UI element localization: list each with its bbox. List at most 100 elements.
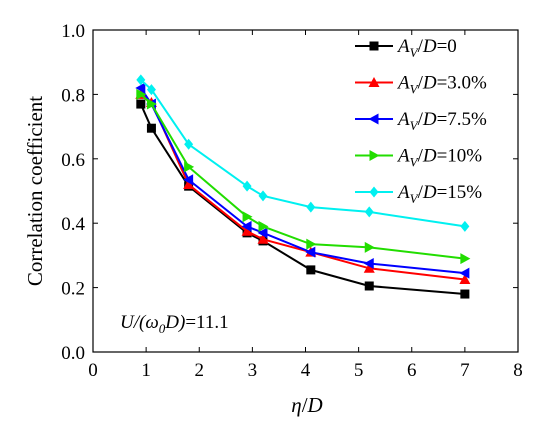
legend-label-slash: / (418, 36, 424, 57)
x-axis-label-eta: η (291, 393, 301, 417)
legend-label-d: D (422, 73, 437, 94)
legend-label-value: =7.5% (437, 109, 487, 130)
data-point (459, 274, 471, 285)
x-tick-label: 3 (248, 360, 258, 381)
legend-label-value: =15% (437, 182, 483, 203)
legend-marker (369, 186, 379, 198)
legend-label-value: =0 (437, 36, 457, 57)
y-tick-label: 0.0 (61, 343, 85, 364)
annotation-part: ω (145, 312, 158, 333)
data-point (136, 74, 146, 86)
data-point (460, 289, 470, 299)
series-3 (136, 88, 471, 265)
data-point (306, 238, 317, 250)
legend-label-d: D (422, 146, 437, 167)
data-point (146, 98, 157, 110)
annotation-subscript: 0 (159, 321, 166, 336)
data-point (257, 227, 268, 239)
legend-label-d: D (422, 109, 437, 130)
legend-label-a: A (396, 73, 410, 94)
legend-label-sub: V (410, 118, 420, 133)
y-axis-label: Correlation coefficient (23, 96, 47, 286)
x-tick-label: 8 (513, 360, 523, 381)
x-tick-label: 2 (195, 360, 205, 381)
data-point (146, 84, 156, 96)
legend-label-sub: V (410, 155, 420, 170)
data-point (306, 265, 316, 275)
x-tick-label: 7 (460, 360, 470, 381)
legend-label-slash: / (418, 146, 424, 167)
data-point (364, 206, 374, 218)
series-line (139, 103, 465, 296)
data-point (460, 220, 470, 232)
legend: AV/D=0AV/D=3.0%AV/D=7.5%AV/D=10%AV/D=15% (355, 36, 487, 206)
legend-entry: AV/D=15% (355, 182, 482, 206)
data-point (241, 225, 253, 236)
data-point (242, 211, 253, 223)
legend-label-slash: / (418, 73, 424, 94)
legend-entry: AV/D=3.0% (355, 73, 487, 97)
legend-label-a: A (396, 36, 410, 57)
x-tick-label: 6 (407, 360, 417, 381)
annotation-part: D) (164, 312, 185, 333)
legend-label: AV/D=15% (396, 182, 482, 206)
x-axis-label-rest: / (302, 393, 308, 417)
data-point (257, 233, 269, 244)
legend-entry: AV/D=10% (355, 146, 482, 170)
y-tick-label: 0.8 (61, 85, 85, 106)
data-point (363, 262, 375, 273)
data-point (136, 88, 147, 100)
legend-marker (369, 150, 380, 161)
legend-label-a: A (396, 182, 410, 203)
data-point (184, 138, 194, 150)
flow-parameter-annotation: U/(ω0D)=11.1 (120, 312, 229, 336)
series-line (139, 87, 465, 275)
x-tick-label: 1 (141, 360, 151, 381)
legend-label-d: D (422, 36, 437, 57)
data-point (364, 241, 375, 253)
legend-marker (368, 77, 380, 87)
data-point (184, 161, 195, 173)
x-tick-label: 4 (301, 360, 311, 381)
legend-label-sub: V (410, 191, 420, 206)
legend-entry: AV/D=0 (355, 36, 457, 60)
x-axis-label: η/D (291, 393, 322, 417)
data-point (460, 253, 471, 265)
axes: 0 1 2 3 4 5 6 7 8 0.0 0.2 0.4 0.6 0.8 1.0 (61, 21, 523, 381)
series-line (140, 93, 465, 260)
data-point (242, 180, 252, 192)
legend-label-a: A (396, 109, 410, 130)
data-point (363, 257, 374, 269)
legend-marker (368, 113, 379, 125)
data-point (258, 190, 268, 202)
data-point (146, 123, 156, 133)
y-tick-label: 1.0 (61, 21, 85, 42)
data-point (183, 179, 195, 190)
annotation-value: =11.1 (185, 312, 228, 333)
y-tick-label: 0.6 (61, 150, 85, 171)
legend-label-value: =10% (437, 146, 483, 167)
legend-label-slash: / (418, 109, 424, 130)
x-axis-label-d: D (307, 393, 323, 417)
legend-label: AV/D=7.5% (396, 109, 487, 133)
legend-label-sub: V (410, 45, 420, 60)
x-tick-label: 0 (88, 360, 98, 381)
y-tick-label: 0.2 (61, 279, 85, 300)
data-point (459, 267, 470, 279)
legend-label-d: D (422, 182, 437, 203)
legend-label: AV/D=3.0% (396, 73, 487, 97)
data-point (136, 99, 146, 109)
series-layer (135, 74, 471, 299)
legend-label: AV/D=10% (396, 146, 482, 170)
x-tick-label: 5 (354, 360, 364, 381)
legend-label-value: =3.0% (437, 73, 487, 94)
legend-label-sub: V (410, 82, 420, 97)
series-line (140, 79, 466, 228)
series-4 (136, 74, 470, 232)
data-point (306, 201, 316, 213)
data-point (241, 220, 252, 232)
legend-label-a: A (396, 146, 410, 167)
legend-label-slash: / (418, 182, 424, 203)
data-point (364, 281, 374, 291)
